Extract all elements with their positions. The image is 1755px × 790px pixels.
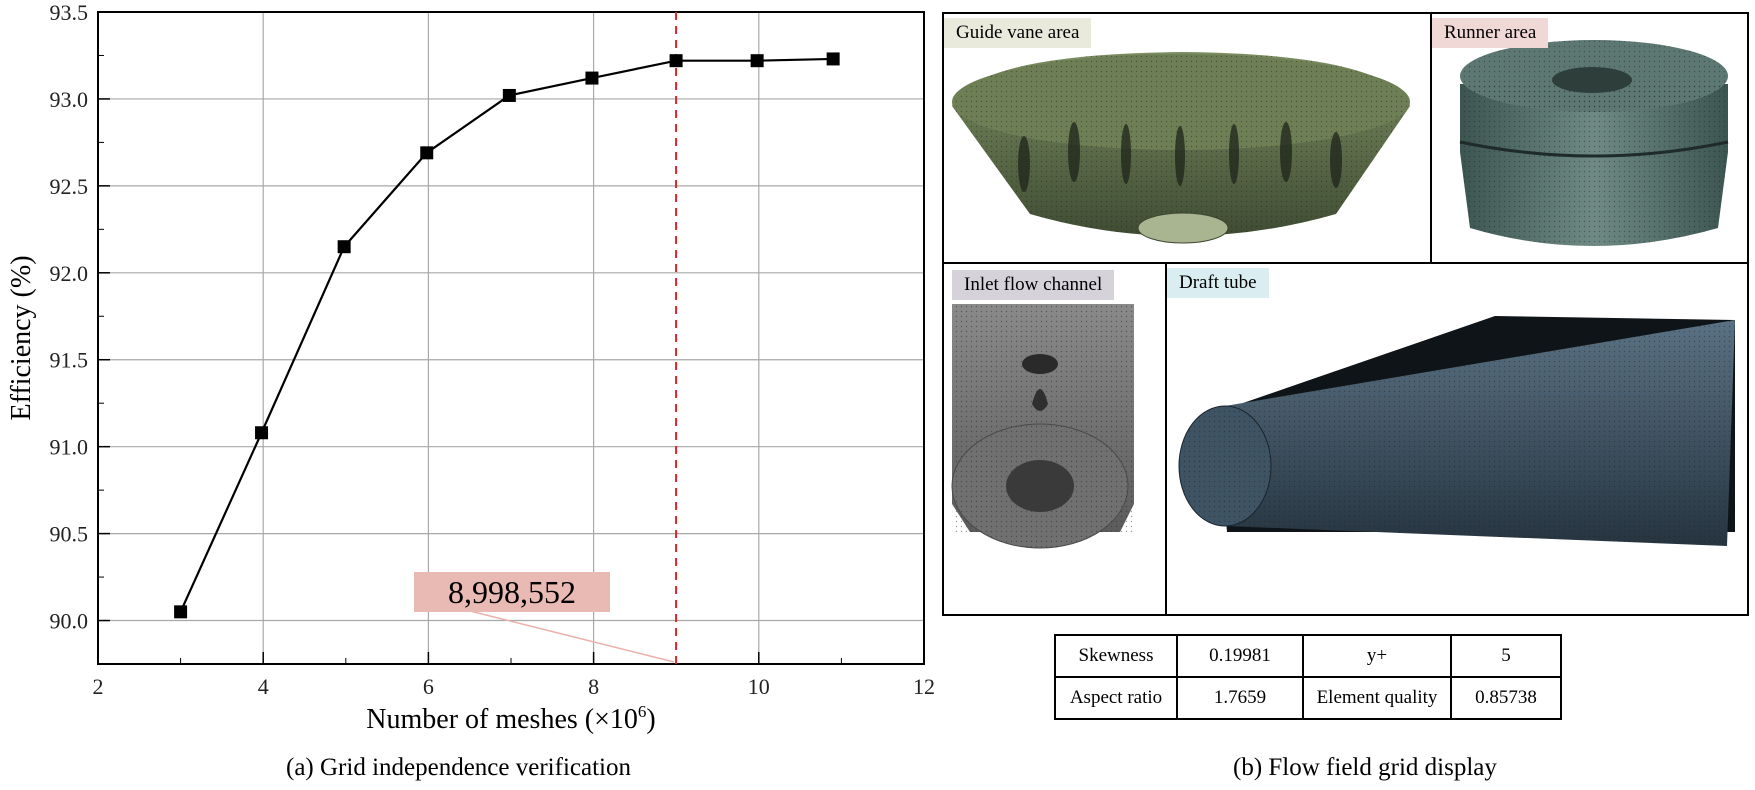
mesh-quality-table: Skewness 0.19981 y+ 5 Aspect ratio 1.765…	[1054, 634, 1562, 720]
draft-tube-mesh	[1178, 316, 1735, 546]
efficiency-chart: 2 4 6 8 10 12 90.0 90.5 91.0 91.5 92.0 92.5 93.0 93.5…	[6, 0, 936, 735]
axis-ticks	[97, 11, 925, 664]
guide-vane-label: Guide vane area	[944, 18, 1092, 48]
y-axis-title: Efficiency (%)	[6, 255, 37, 420]
aspect-ratio-label: Aspect ratio	[1054, 676, 1178, 720]
chart-grid	[98, 12, 924, 664]
runner-cell: Runner area	[1432, 14, 1747, 262]
divider-middle	[944, 262, 1747, 264]
x-tick-label: 12	[913, 674, 935, 699]
y-tick-label: 90.5	[50, 522, 89, 547]
flow-field-panel: Guide vane area Runner are	[942, 12, 1749, 616]
runner-mesh	[1459, 40, 1729, 246]
skewness-label: Skewness	[1054, 634, 1178, 678]
table-row: Skewness 0.19981 y+ 5	[1054, 634, 1562, 678]
y-tick-label: 93.0	[50, 87, 89, 112]
guide-vane-cell: Guide vane area	[944, 14, 1430, 262]
aspect-ratio-value: 1.7659	[1176, 676, 1304, 720]
data-point	[420, 146, 434, 160]
divider-bottom	[1165, 262, 1167, 614]
x-tick-label: 10	[748, 674, 770, 699]
divider-top	[1430, 14, 1432, 262]
data-point	[174, 605, 188, 619]
draft-tube-label: Draft tube	[1167, 268, 1269, 298]
x-axis-title: Number of meshes (×106)	[366, 702, 655, 735]
y-tick-label: 93.5	[50, 0, 89, 25]
guide-vane-mesh	[952, 52, 1410, 244]
data-point	[502, 88, 516, 102]
yplus-label: y+	[1302, 634, 1452, 678]
x-tick-label: 6	[423, 674, 434, 699]
x-tick-label: 8	[588, 674, 599, 699]
annotation-leader	[469, 610, 675, 663]
series-layer	[174, 52, 840, 619]
y-tick-label: 91.0	[50, 435, 89, 460]
data-point	[669, 54, 683, 68]
caption-left: (a) Grid independence verification	[286, 754, 631, 781]
yplus-value: 5	[1450, 634, 1562, 678]
inlet-mesh	[951, 304, 1134, 549]
y-tick-label: 92.5	[50, 174, 89, 199]
data-point	[585, 71, 599, 85]
data-point	[337, 240, 351, 254]
tick-labels: 2 4 6 8 10 12 90.0 90.5 91.0 91.5 92.0 92.5 93.0 93.5	[50, 0, 936, 699]
element-quality-label: Element quality	[1302, 676, 1452, 720]
y-tick-label: 91.5	[50, 348, 89, 373]
x-tick-label: 4	[258, 674, 269, 699]
annotation-box	[414, 572, 610, 612]
y-tick-label: 90.0	[50, 609, 89, 634]
element-quality-value: 0.85738	[1450, 676, 1562, 720]
caption-right: (b) Flow field grid display	[1233, 754, 1497, 781]
draft-tube-cell: Draft tube	[1167, 264, 1747, 614]
annotation-text: 8,998,552	[448, 574, 576, 610]
runner-label: Runner area	[1432, 18, 1549, 48]
inlet-label: Inlet flow channel	[952, 270, 1115, 300]
y-tick-label: 92.0	[50, 261, 89, 286]
data-point	[826, 52, 840, 66]
skewness-value: 0.19981	[1176, 634, 1304, 678]
data-point	[255, 426, 269, 440]
annotation-layer: 8,998,552	[414, 572, 675, 663]
series-line	[179, 57, 834, 613]
inlet-cell: Inlet flow channel	[944, 264, 1165, 614]
table-row: Aspect ratio 1.7659 Element quality 0.85…	[1054, 676, 1562, 720]
data-point	[750, 54, 764, 68]
x-tick-label: 2	[93, 674, 104, 699]
plot-frame	[97, 11, 925, 665]
